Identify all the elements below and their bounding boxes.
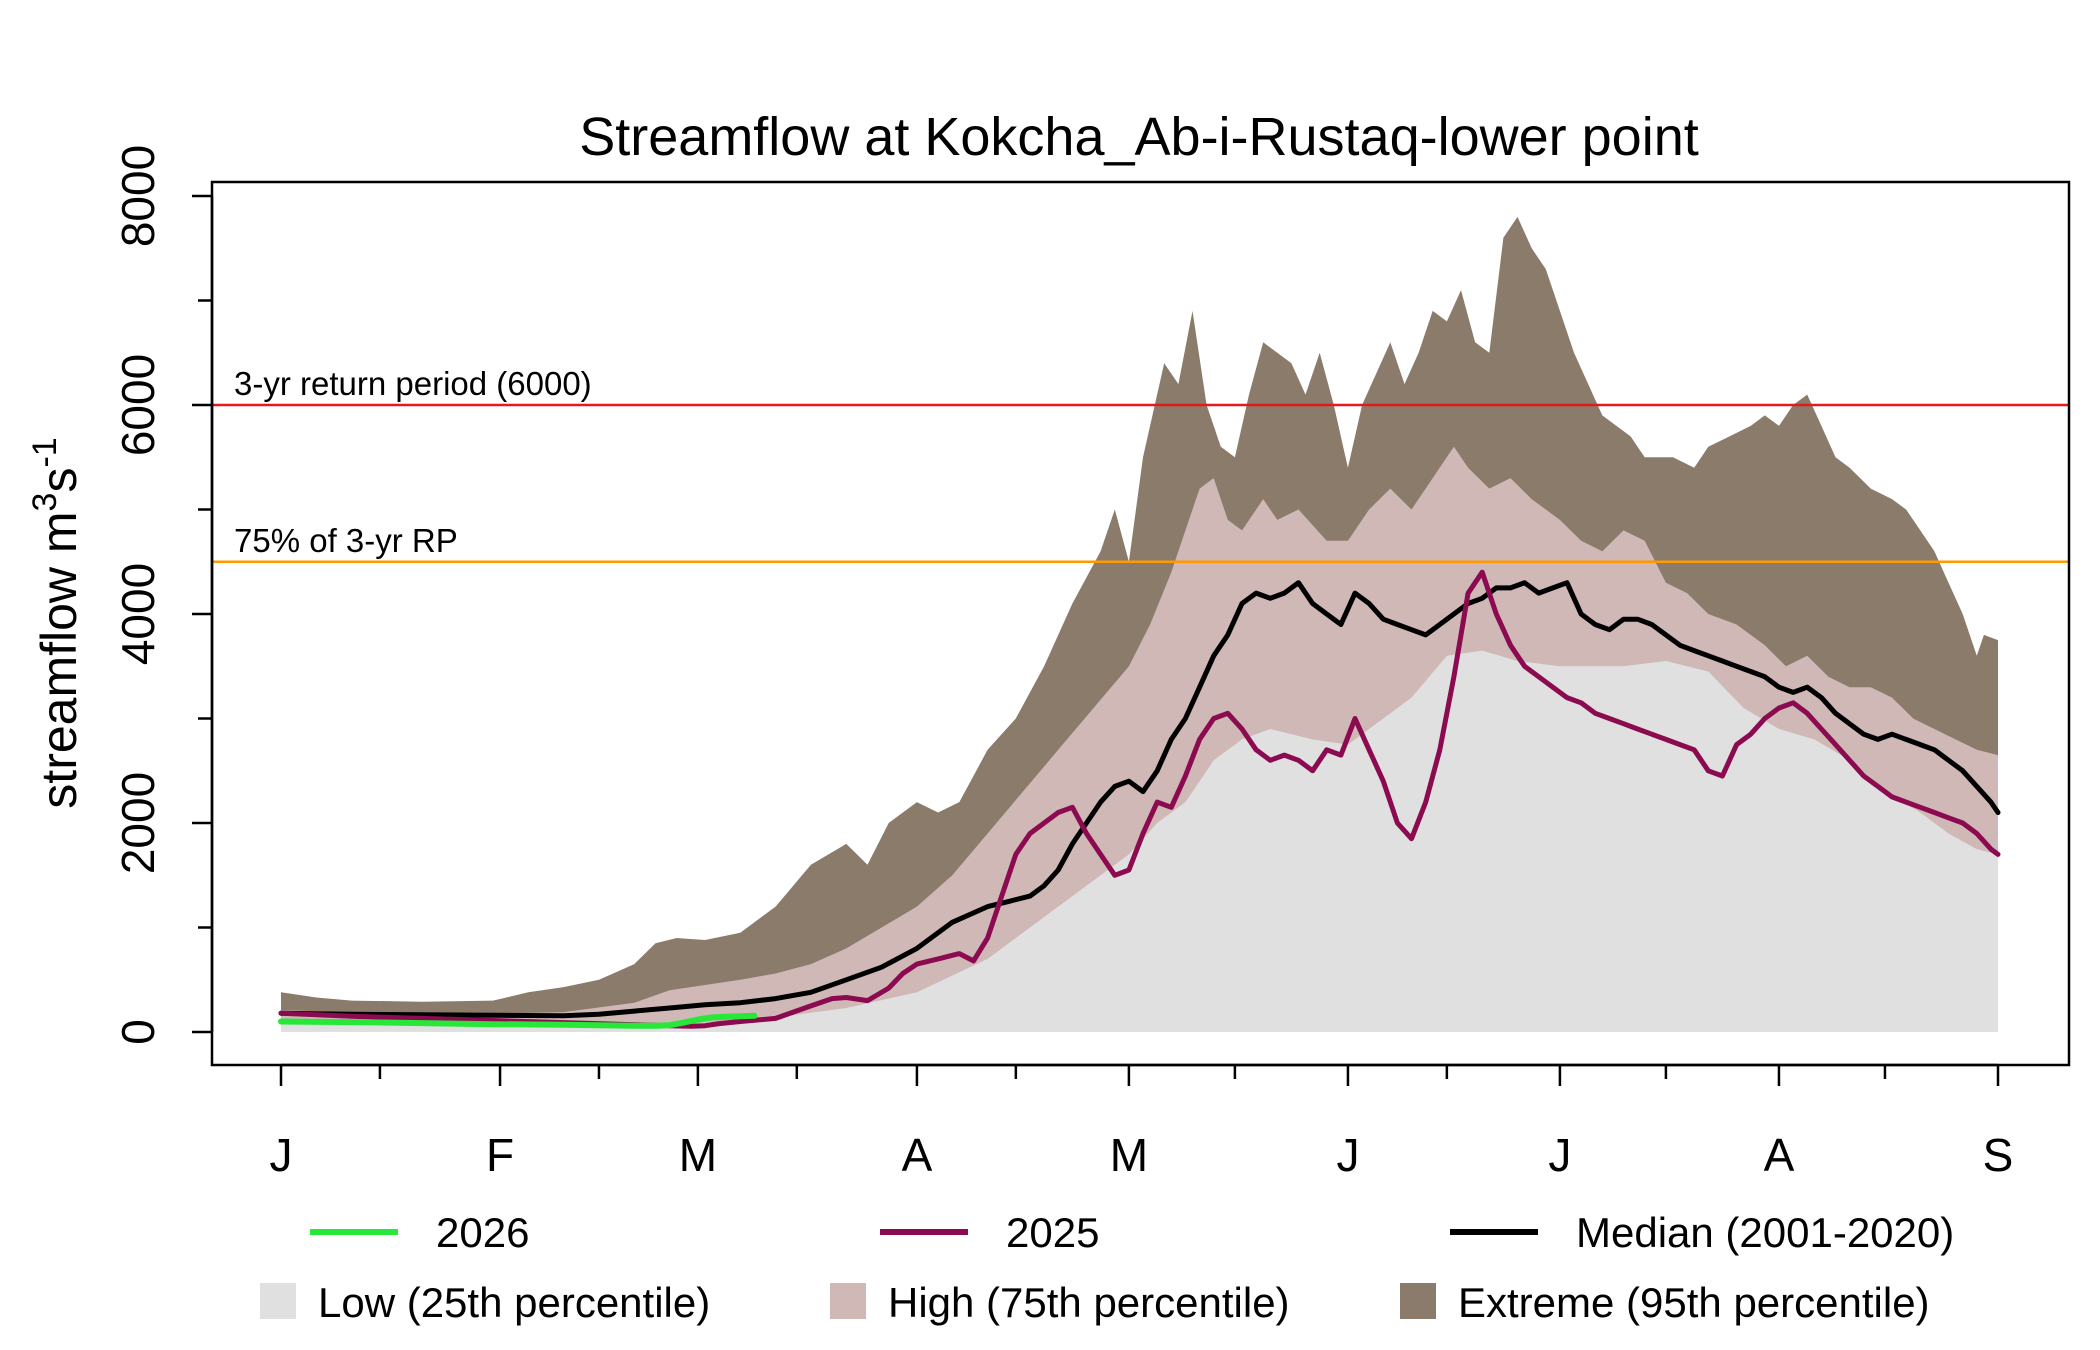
legend-label-1: 2025 xyxy=(1006,1209,1099,1256)
legend-swatch-3 xyxy=(260,1283,296,1319)
x-tick-label-1: F xyxy=(486,1129,514,1181)
x-tick-label-7: A xyxy=(1764,1129,1795,1181)
series-line-2025 xyxy=(278,569,2001,1029)
ylabel-base: streamflow m xyxy=(31,511,87,808)
legend-label-3: Low (25th percentile) xyxy=(318,1279,710,1326)
series-line-2026 xyxy=(278,1012,758,1029)
legend-label-4: High (75th percentile) xyxy=(888,1279,1290,1326)
ylabel-sup1: 3 xyxy=(26,493,64,512)
x-tick-label-5: J xyxy=(1336,1129,1359,1181)
series-lines xyxy=(278,569,2001,1029)
band-low-25th xyxy=(281,650,1998,1032)
legend-label-2: Median (2001-2020) xyxy=(1576,1209,1954,1256)
legend-item-3: Low (25th percentile) xyxy=(260,1279,710,1326)
reference-lines: 3-yr return period (6000) 75% of 3-yr RP xyxy=(212,365,2069,563)
ylabel-sup2: -1 xyxy=(26,437,64,467)
ref-label-0: 3-yr return period (6000) xyxy=(234,365,592,402)
y-axis-label: streamflow m3s-1 xyxy=(26,437,87,808)
legend: 2026 2025 Median (2001-2020) Low (25th perc… xyxy=(260,1209,1954,1326)
x-tick-label-6: J xyxy=(1548,1129,1571,1181)
y-tick-label-0: 0 xyxy=(112,1019,164,1045)
y-tick-label-6000: 6000 xyxy=(112,354,164,456)
percentile-bands xyxy=(281,216,1998,1032)
y-tick-label-4000: 4000 xyxy=(112,563,164,665)
y-axis: 0 2000 4000 6000 8000 xyxy=(112,145,214,1045)
ylabel-mid: s xyxy=(31,468,87,493)
chart-title: Streamflow at Kokcha_Ab-i-Rustaq-lower p… xyxy=(579,107,1699,167)
legend-item-0: 2026 xyxy=(310,1209,529,1256)
legend-item-2: Median (2001-2020) xyxy=(1450,1209,1954,1256)
series-line-median-2001-2020 xyxy=(278,580,2001,1019)
legend-swatch-5 xyxy=(1400,1283,1436,1319)
x-tick-label-3: A xyxy=(902,1129,933,1181)
legend-item-5: Extreme (95th percentile) xyxy=(1400,1279,1930,1326)
legend-swatch-4 xyxy=(830,1283,866,1319)
y-tick-label-8000: 8000 xyxy=(112,145,164,247)
y-tick-label-2000: 2000 xyxy=(112,772,164,874)
legend-item-1: 2025 xyxy=(880,1209,1099,1256)
x-tick-label-8: S xyxy=(1983,1129,2014,1181)
legend-label-0: 2026 xyxy=(436,1209,529,1256)
ref-label-1: 75% of 3-yr RP xyxy=(234,522,458,559)
x-tick-label-2: M xyxy=(679,1129,717,1181)
x-tick-label-0: J xyxy=(270,1129,293,1181)
x-tick-label-4: M xyxy=(1110,1129,1148,1181)
legend-item-4: High (75th percentile) xyxy=(830,1279,1290,1326)
legend-label-5: Extreme (95th percentile) xyxy=(1458,1279,1930,1326)
